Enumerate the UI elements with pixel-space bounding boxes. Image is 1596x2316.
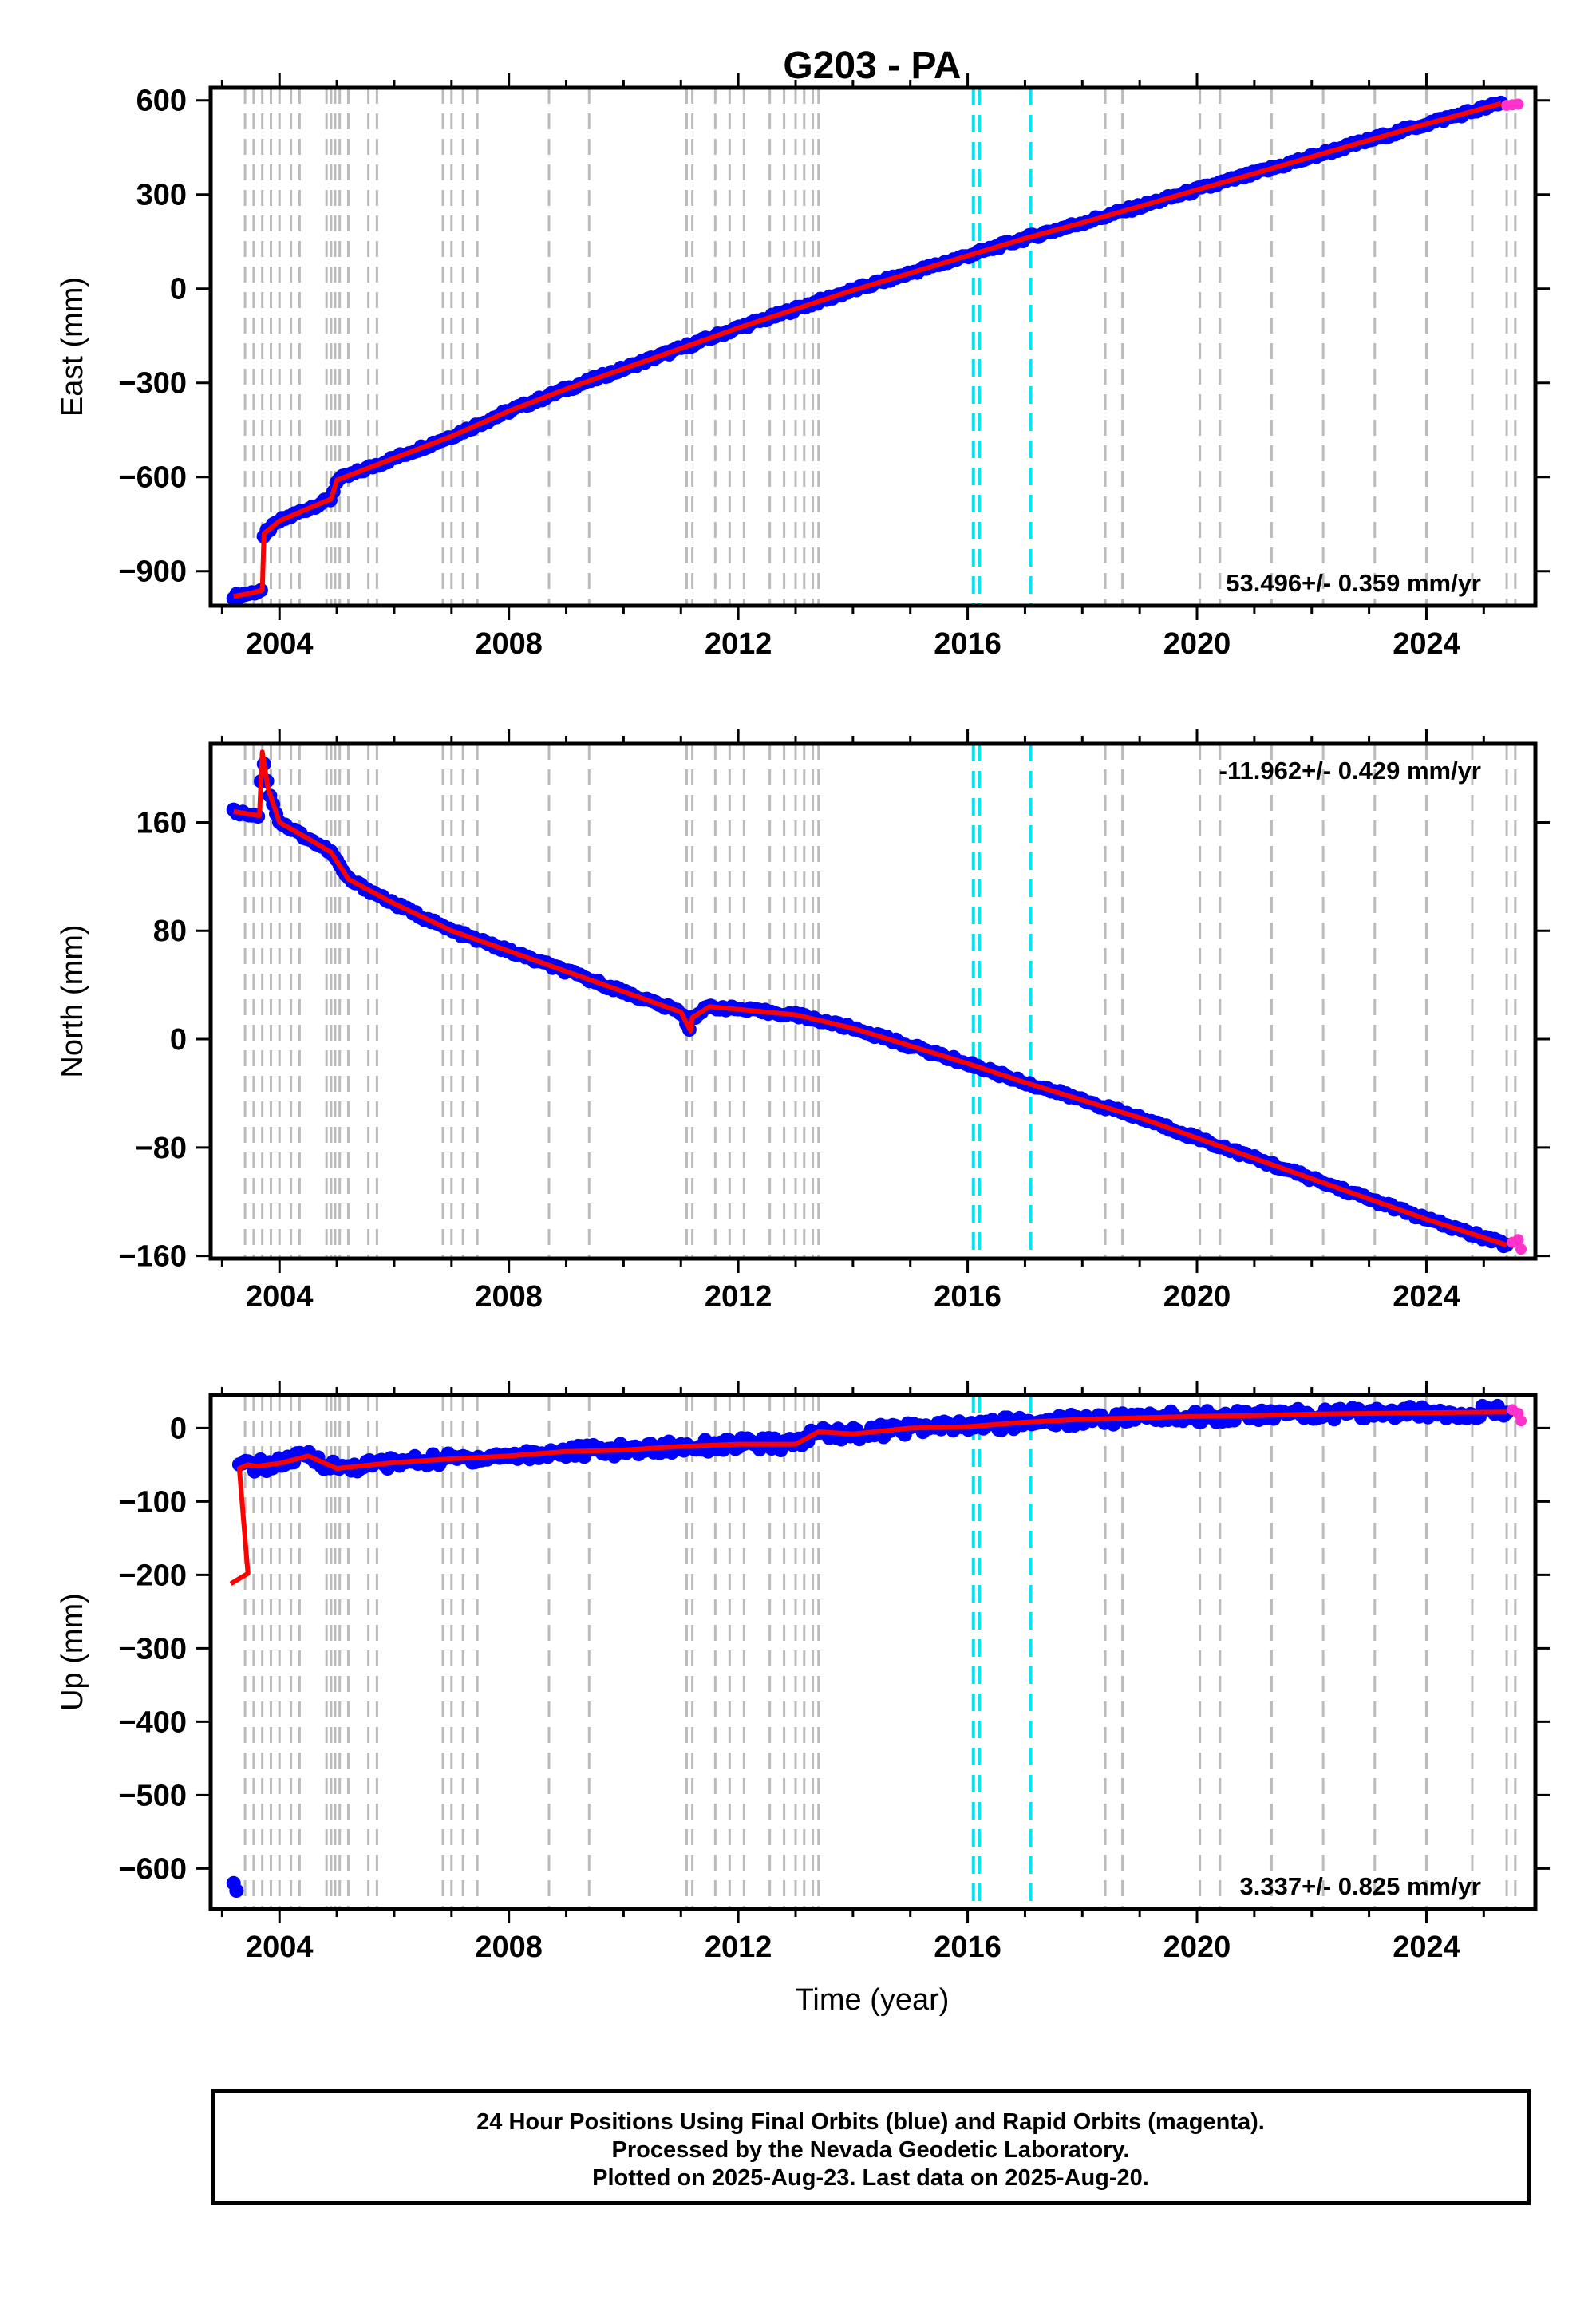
outlier-points [226,1875,244,1898]
footer-line-1: 24 Hour Positions Using Final Orbits (bl… [476,2109,1265,2135]
y-tick-label: −900 [118,555,187,589]
y-tick-label: −500 [118,1779,187,1812]
y-tick-label: 160 [136,806,187,840]
x-tick-label: 2004 [246,627,314,661]
x-tick-label: 2012 [705,1931,772,1964]
model-fit-line [233,749,1508,1247]
y-axis-label: East (mm) [56,277,89,417]
footer-line-3: Plotted on 2025-Aug-23. Last data on 202… [592,2165,1149,2191]
panel-2: 2004 2008 2012 2016 2020 2024 −160 −80 0 80 160 Nor… [56,729,1550,1314]
y-tick-label: −300 [118,367,187,401]
data-point [1512,1234,1524,1246]
x-tick-label: 2020 [1163,627,1231,661]
data-point [229,1883,244,1898]
panel-3: 2004 2008 2012 2016 2020 2024 −600 −500 −400 −300… [56,1381,1550,1964]
panel-frame [208,1393,1538,1911]
x-tick-label: 2020 [1163,1931,1231,1964]
velocity-label: 3.337+/- 0.825 mm/yr [1240,1872,1481,1900]
rapid-orbit-points [1507,1234,1527,1255]
x-tick-label: 2016 [934,1931,1001,1964]
x-axis-label: Time (year) [796,1983,950,2017]
x-tick-label: 2004 [246,1931,314,1964]
y-tick-label: −200 [118,1559,187,1592]
x-tick-label: 2024 [1393,1280,1460,1314]
x-tick-label: 2024 [1393,627,1460,661]
model-fit-line [233,101,1502,599]
model-fit-line [229,1409,1507,1586]
x-tick-label: 2008 [475,627,543,661]
x-tick-label: 2004 [246,1280,314,1314]
y-tick-label: −600 [118,1852,187,1886]
y-tick-label: 80 [153,915,187,948]
x-tick-label: 2016 [934,1280,1001,1314]
footer-line-2: Processed by the Nevada Geodetic Laborat… [611,2137,1130,2163]
y-axis-label: North (mm) [56,924,89,1077]
panel-frame [208,741,1538,1261]
rapid-orbit-points [1507,1404,1527,1427]
rapid-orbit-points [1501,98,1524,112]
final-orbit-points [226,95,1508,606]
panel-1: 2004 2008 2012 2016 2020 2024 −900 −600 −300 0 300… [56,73,1550,661]
x-tick-label: 2008 [475,1280,543,1314]
data-point [1515,1243,1527,1255]
y-tick-label: −400 [118,1705,187,1739]
y-tick-label: −100 [118,1485,187,1519]
y-tick-label: 300 [136,179,187,212]
final-orbit-points [231,1398,1515,1479]
y-axis-label: Up (mm) [56,1593,89,1711]
x-tick-label: 2020 [1163,1280,1231,1314]
final-orbit-points [226,757,1515,1254]
x-tick-label: 2012 [705,1280,772,1314]
data-point [1515,1415,1527,1427]
y-tick-label: 0 [170,1412,187,1445]
y-tick-label: 0 [170,273,187,306]
y-tick-label: −600 [118,461,187,495]
x-tick-label: 2012 [705,627,772,661]
velocity-label: -11.962+/- 0.429 mm/yr [1219,757,1481,785]
panel-frame [208,85,1538,608]
x-tick-label: 2016 [934,627,1001,661]
x-tick-label: 2024 [1393,1931,1460,1964]
x-tick-label: 2008 [475,1931,543,1964]
y-tick-label: −160 [118,1240,187,1274]
y-tick-label: 600 [136,85,187,118]
y-tick-label: 0 [170,1023,187,1057]
velocity-label: 53.496+/- 0.359 mm/yr [1226,569,1481,597]
data-point [1512,98,1524,110]
chart-title: G203 - PA [783,45,961,87]
footer-box: 24 Hour Positions Using Final Orbits (bl… [211,2089,1531,2205]
y-tick-label: −80 [136,1132,187,1165]
y-tick-label: −300 [118,1632,187,1666]
